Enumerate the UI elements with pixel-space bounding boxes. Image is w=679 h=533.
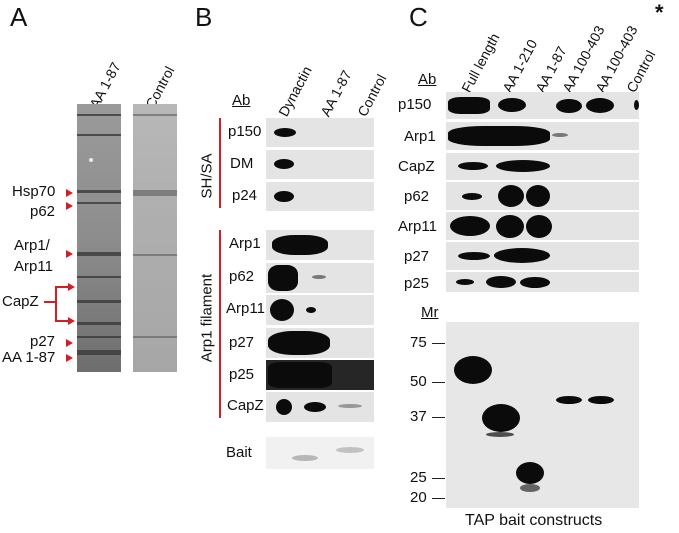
blot-row-label: p150 xyxy=(228,123,262,140)
panel-b-lane-label: AA 1-87 xyxy=(317,67,355,120)
panel-a-lane-label: AA 1-87 xyxy=(86,59,124,112)
blot-row-label: Arp11 xyxy=(398,218,437,235)
arrowhead-icon xyxy=(68,283,75,291)
panel-b-label: B xyxy=(195,2,213,32)
blot-strip xyxy=(446,92,639,119)
blot-row-label: DM xyxy=(230,155,254,172)
blot-row-label: CapZ xyxy=(227,397,264,414)
blot-strip xyxy=(446,242,639,270)
panel-c-caption: TAP bait constructs xyxy=(465,512,603,529)
bracket-line xyxy=(55,286,57,321)
panel-c-label: C xyxy=(409,2,428,32)
blot-strip xyxy=(266,230,374,260)
arrowhead-icon xyxy=(66,354,73,362)
blot-row-label: p27 xyxy=(404,248,430,265)
group-label-shsa: SH/SA xyxy=(198,153,216,199)
arrowhead-icon xyxy=(66,202,73,210)
bait-strip xyxy=(266,437,374,469)
group-label-arp1: Arp1 filament xyxy=(198,273,216,363)
mr-tick-label: 20 xyxy=(410,489,427,506)
blot-strip xyxy=(446,122,639,150)
blot-row-label: p24 xyxy=(232,187,258,204)
arrowhead-icon xyxy=(66,250,73,258)
panel-c-mr-heading: Mr xyxy=(421,304,439,321)
group-bracket xyxy=(219,118,221,208)
bracket-line xyxy=(55,286,69,288)
blot-row-label: p27 xyxy=(229,334,255,351)
panel-c-ab-heading: Ab xyxy=(418,71,437,88)
panel-b-lane-label: Dynactin xyxy=(275,63,315,120)
blot-strip xyxy=(446,212,639,240)
mr-tick xyxy=(432,417,445,418)
marker-arp1: Arp1/ xyxy=(14,237,50,254)
mr-tick xyxy=(432,382,445,383)
marker-p62: p62 xyxy=(30,203,56,220)
blot-strip xyxy=(266,118,374,147)
mr-tick-label: 37 xyxy=(410,408,427,425)
blot-row-label: Arp1 xyxy=(404,128,436,145)
bait-label: Bait xyxy=(226,444,252,461)
group-bracket xyxy=(219,230,221,418)
blot-strip xyxy=(446,153,639,180)
arrowhead-icon xyxy=(66,339,73,347)
mr-gel xyxy=(446,322,639,508)
blot-strip xyxy=(446,182,639,210)
blot-row-label: p62 xyxy=(229,268,255,285)
blot-row-label: CapZ xyxy=(398,158,435,175)
blot-strip xyxy=(266,295,374,325)
marker-arp11: Arp11 xyxy=(14,258,53,275)
panel-a-label: A xyxy=(10,2,28,32)
mr-tick xyxy=(432,343,445,344)
blot-strip xyxy=(266,328,374,358)
mr-tick-label: 25 xyxy=(410,469,427,486)
arrowhead-icon xyxy=(68,317,75,325)
blot-strip xyxy=(266,360,374,390)
marker-aa187: AA 1-87 xyxy=(2,349,56,366)
blot-strip xyxy=(446,272,639,292)
blot-row-label: Arp1 xyxy=(229,235,261,252)
blot-strip xyxy=(266,150,374,179)
blot-strip xyxy=(266,263,374,293)
marker-p27: p27 xyxy=(30,333,56,350)
bracket-line xyxy=(55,320,69,322)
blot-strip xyxy=(266,392,374,422)
asterisk: * xyxy=(655,0,664,25)
panel-c-lane-label: Control xyxy=(623,47,659,96)
arrowhead-icon xyxy=(66,189,73,197)
bracket-line xyxy=(44,301,56,303)
blot-strip xyxy=(266,182,374,211)
blot-row-label: Arp11 xyxy=(226,300,265,317)
blot-row-label: p25 xyxy=(404,275,430,292)
blot-row-label: p25 xyxy=(229,366,255,383)
panel-b-lane-label: Control xyxy=(354,71,390,120)
marker-capz: CapZ xyxy=(2,293,39,310)
mr-tick xyxy=(432,478,445,479)
mr-tick xyxy=(432,498,445,499)
mr-tick-label: 50 xyxy=(410,373,427,390)
marker-hsp70: Hsp70 xyxy=(12,183,56,200)
blot-row-label: p62 xyxy=(404,188,430,205)
panel-b-ab-heading: Ab xyxy=(232,92,251,109)
panel-a-gel xyxy=(77,104,177,372)
mr-tick-label: 75 xyxy=(410,334,427,351)
blot-row-label: p150 xyxy=(398,96,432,113)
panel-c-lane-label: Full length xyxy=(458,30,503,96)
